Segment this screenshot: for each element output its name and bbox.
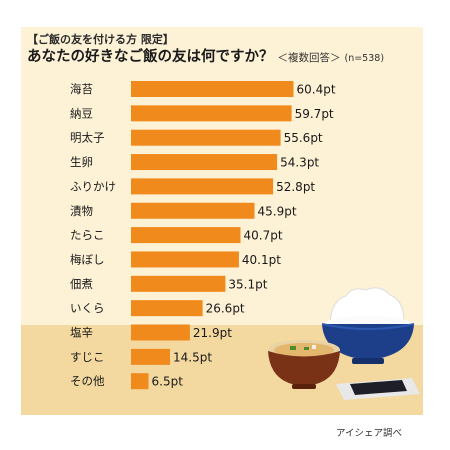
category-label: すじこ	[70, 350, 105, 364]
category-label: たらこ	[70, 228, 105, 242]
bars-layer: 海苔 60.4pt 納豆 59.7pt 明太子 55.6pt 生卵 54.3pt ふりかけ 52.…	[70, 81, 336, 390]
bar	[131, 202, 255, 219]
bar	[131, 105, 292, 122]
bar	[131, 178, 274, 195]
category-label: 生卵	[70, 155, 93, 169]
category-label: その他	[70, 374, 105, 388]
category-label: 明太子	[70, 131, 105, 145]
category-label: いくら	[70, 301, 105, 315]
miso-soup-icon	[268, 340, 340, 389]
value-label: 54.3pt	[280, 156, 319, 170]
value-label: 52.8pt	[276, 180, 315, 194]
value-label: 14.5pt	[173, 350, 212, 364]
category-label: 塩辛	[70, 326, 93, 340]
bar	[131, 324, 190, 341]
source-credit: アイシェア調べ	[336, 428, 403, 439]
category-label: 佃煮	[70, 277, 93, 291]
category-label: ふりかけ	[70, 179, 116, 193]
bar	[131, 129, 281, 146]
title-line: あなたの好きなご飯の友は何ですか？ ＜複数回答＞ (n=538)	[27, 45, 384, 66]
rice-bowl-icon	[321, 287, 415, 364]
bar	[131, 251, 239, 268]
chart-subtitle: 【ご飯の友を付ける方 限定】	[27, 33, 174, 46]
bar	[131, 300, 203, 317]
bar	[131, 81, 294, 97]
sample-size: (n=538)	[344, 53, 385, 64]
value-label: 55.6pt	[284, 131, 323, 145]
bar	[131, 275, 226, 292]
value-label: 21.9pt	[193, 326, 232, 340]
category-label: 海苔	[70, 82, 93, 96]
category-label: 梅ぼし	[70, 252, 105, 266]
bar	[131, 227, 241, 244]
value-label: 45.9pt	[258, 204, 297, 218]
category-label: 納豆	[70, 106, 93, 120]
food-illustration	[268, 287, 420, 400]
value-label: 35.1pt	[228, 277, 267, 291]
value-label: 40.7pt	[244, 229, 283, 243]
value-label: 6.5pt	[152, 375, 184, 389]
nori-plate-icon	[336, 378, 420, 400]
category-label: 漬物	[70, 204, 93, 218]
bar	[131, 373, 149, 390]
answer-type-note: ＜複数回答＞	[277, 52, 341, 64]
value-label: 26.6pt	[206, 302, 245, 316]
value-label: 59.7pt	[295, 107, 334, 121]
value-label: 60.4pt	[297, 83, 336, 97]
bar	[131, 348, 170, 365]
value-label: 40.1pt	[242, 253, 281, 267]
chart-title: あなたの好きなご飯の友は何ですか？	[27, 49, 274, 65]
bar	[131, 154, 278, 171]
